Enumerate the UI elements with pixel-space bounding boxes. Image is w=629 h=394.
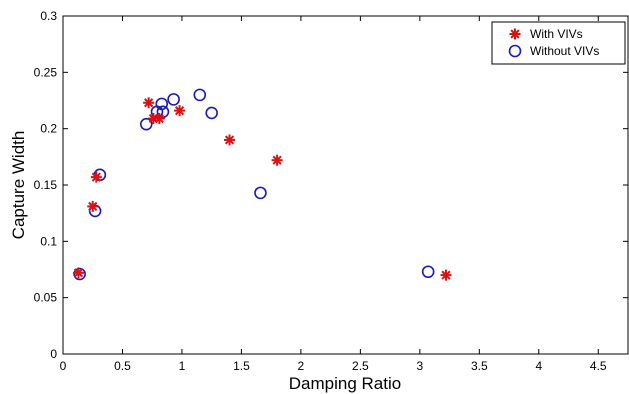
x-tick-label: 0.5 (114, 359, 131, 373)
y-axis-label: Capture Width (9, 131, 28, 240)
with-vivs-point (90, 171, 102, 183)
x-axis-label: Damping Ratio (289, 374, 401, 393)
x-tick-label: 3 (416, 359, 423, 373)
x-tick-label: 3.5 (471, 359, 488, 373)
y-tick-label: 0.05 (34, 291, 58, 305)
without-vivs-point (155, 97, 169, 111)
axis-ticks: 0 0.5 1 1.5 2 2.5 3 3.5 4 4.5 0 0.05 0.1 0.15 0.2 0.25 0… (34, 9, 628, 373)
y-tick-label: 0.1 (40, 234, 57, 248)
with-vivs-point (174, 105, 186, 117)
with-vivs-point (87, 200, 99, 212)
y-tick-label: 0.25 (34, 65, 58, 79)
x-tick-label: 1 (179, 359, 186, 373)
with-vivs-point (440, 269, 452, 281)
x-tick-label: 4 (535, 359, 542, 373)
x-tick-label: 0 (60, 359, 67, 373)
without-vivs-point (254, 186, 267, 200)
with-vivs-point (153, 113, 165, 125)
y-tick-label: 0 (50, 347, 57, 361)
with-vivs-point (72, 267, 84, 279)
x-tick-label: 2.5 (352, 359, 369, 373)
x-tick-label: 2 (298, 359, 305, 373)
legend-marker-asterisk (509, 28, 521, 40)
plot-area (62, 15, 629, 355)
without-vivs-point (139, 117, 153, 131)
without-vivs-point (73, 267, 86, 281)
without-vivs-point (167, 93, 180, 106)
y-tick-label: 0.2 (40, 122, 57, 136)
with-vivs-point (224, 134, 236, 146)
with-vivs-point (143, 97, 155, 109)
without-vivs-point (193, 88, 207, 102)
legend: With VIVs Without VIVs (491, 21, 626, 65)
legend-asterisk-icon (509, 28, 521, 40)
x-tick-label: 1.5 (233, 359, 250, 373)
data-points (72, 88, 452, 281)
with-vivs-point (271, 154, 283, 166)
legend-label-without-vivs: Without VIVs (530, 44, 599, 58)
legend-marker-circle (508, 44, 522, 58)
legend-circle-icon (508, 44, 522, 58)
y-tick-label: 0.3 (40, 9, 57, 23)
y-tick-label: 0.15 (34, 178, 58, 192)
without-vivs-point (156, 105, 170, 119)
without-vivs-point (421, 265, 435, 279)
without-vivs-point (205, 106, 218, 120)
x-tick-label: 4.5 (590, 359, 607, 373)
legend-label-with-vivs: With VIVs (530, 27, 583, 41)
